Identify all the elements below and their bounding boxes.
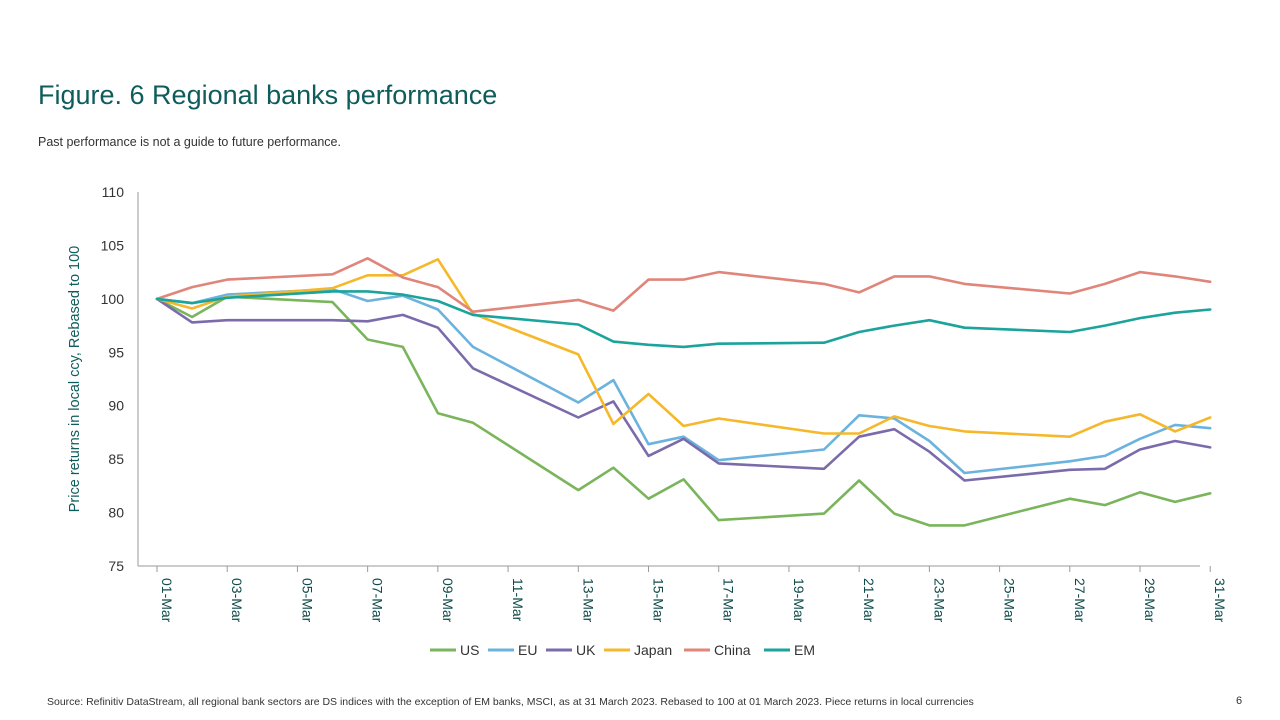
x-tick-label: 29-Mar: [1142, 578, 1158, 623]
y-tick-label: 90: [108, 398, 124, 414]
legend-label-eu: EU: [518, 642, 537, 658]
x-tick-label: 11-Mar: [510, 578, 526, 622]
x-tick-label: 31-Mar: [1212, 578, 1228, 623]
y-tick-label: 80: [108, 505, 124, 521]
series-line-china: [155, 256, 1212, 314]
y-tick-label: 110: [102, 184, 125, 200]
y-axis-title: Price returns in local ccy, Rebased to 1…: [67, 246, 83, 513]
series-line-us: [155, 295, 1212, 527]
page-subtitle: Past performance is not a guide to futur…: [38, 135, 341, 149]
x-tick-label: 01-Mar: [159, 578, 175, 623]
x-tick-label: 23-Mar: [931, 578, 947, 623]
y-tick-label: 75: [108, 558, 124, 574]
source-note: Source: Refinitiv DataStream, all region…: [47, 696, 974, 708]
x-tick-label: 05-Mar: [299, 578, 315, 623]
x-tick-label: 13-Mar: [580, 578, 596, 623]
y-tick-label: 95: [108, 344, 124, 360]
chart-axes: 75 80 85 90 95 100 105 110 Price returns in loca…: [67, 184, 1228, 623]
x-tick-label: 25-Mar: [1002, 578, 1018, 623]
series-line-em: [155, 290, 1212, 349]
y-tick-label: 85: [108, 451, 124, 467]
x-tick-label: 17-Mar: [721, 578, 737, 623]
legend-label-china: China: [714, 642, 751, 658]
page-title: Figure. 6 Regional banks performance: [38, 80, 498, 110]
y-tick-label: 105: [101, 237, 125, 253]
legend-label-japan: Japan: [634, 642, 672, 658]
chart-legend: US EU UK Japan China EM: [430, 642, 815, 658]
legend-label-em: EM: [794, 642, 815, 658]
page-number: 6: [1236, 695, 1243, 707]
series-line-uk: [155, 297, 1212, 482]
x-tick-label: 15-Mar: [651, 578, 667, 623]
legend-label-us: US: [460, 642, 479, 658]
chart-series: [155, 256, 1212, 527]
legend-label-uk: UK: [576, 642, 596, 658]
series-line-eu: [155, 287, 1212, 475]
x-tick-label: 09-Mar: [440, 578, 456, 623]
x-tick-label: 03-Mar: [229, 578, 245, 623]
series-line-japan: [155, 257, 1212, 439]
x-tick-label: 27-Mar: [1072, 578, 1088, 623]
x-tick-label: 21-Mar: [861, 578, 877, 623]
y-tick-label: 100: [101, 291, 125, 307]
x-tick-label: 07-Mar: [370, 578, 386, 623]
line-chart: 75 80 85 90 95 100 105 110 Price returns in loca…: [67, 184, 1228, 658]
x-tick-label: 19-Mar: [791, 578, 807, 623]
